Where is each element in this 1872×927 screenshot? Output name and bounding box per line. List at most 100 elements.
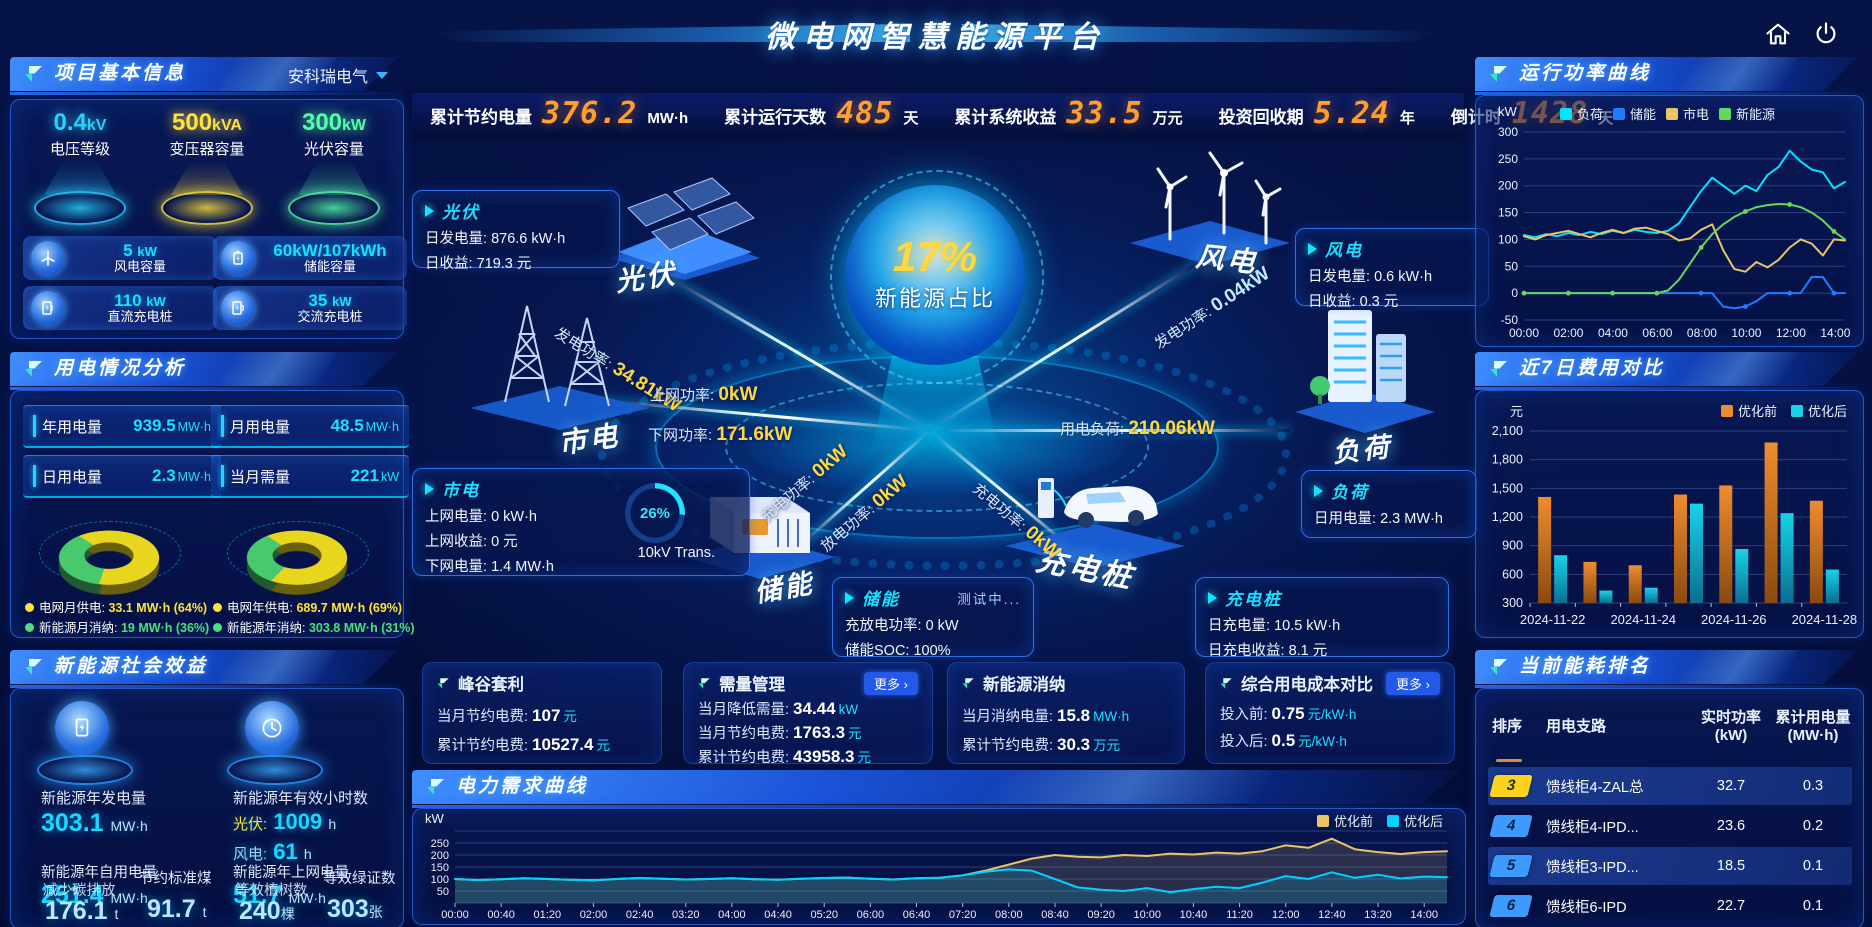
info-row: 日充电量: 10.5 kW·h: [1208, 618, 1341, 634]
legend-dot: [25, 603, 34, 612]
card-cost-comparison: 综合用电成本对比 更多 › 投入前: 0.75 元/kW·h 投入后: 0.5 元/kW·…: [1205, 662, 1455, 764]
pedestal-light-cone: [44, 161, 116, 196]
cost-chart-legend: 优化前 优化后: [1720, 401, 1847, 420]
svg-text:06:00: 06:00: [857, 909, 885, 921]
branch-name: 馈线柜6-IPD: [1546, 899, 1627, 916]
benefit-co2-label: 减少碳排放: [43, 883, 116, 899]
table-row[interactable]: 5 馈线柜3-IPD... 18.5 0.1: [1488, 847, 1852, 885]
home-button[interactable]: [1760, 16, 1796, 52]
card-corner-icon: [1220, 677, 1232, 689]
card-row: 当月节约电费: 1763.3 元: [698, 723, 862, 742]
info-row: 日充电收益: 8.1 元: [1208, 643, 1328, 659]
hours-clock-icon: [245, 701, 299, 755]
card-title-row: 峰谷套利: [437, 671, 647, 695]
panel-header-power-curve: 运行功率曲线: [1475, 57, 1866, 95]
gauge-ring: [625, 483, 685, 543]
legend-swatch: [1666, 108, 1679, 120]
table-row[interactable]: 4 馈线柜4-IPD... 23.6 0.2: [1488, 807, 1852, 845]
pedestal-label: 变压器容量: [169, 141, 245, 159]
total-energy: 0.1: [1802, 858, 1824, 874]
stat-value: 221: [350, 466, 379, 485]
pedestal-light-cone: [298, 161, 370, 196]
svg-text:2024-11-24: 2024-11-24: [1610, 612, 1676, 627]
legend-swatch: [1719, 108, 1732, 120]
panel-title: 近7日费用对比: [1519, 358, 1665, 379]
legend-dot: [213, 623, 222, 632]
kpi-value: 376.2: [542, 96, 638, 131]
card-label: 直流充电桩: [107, 309, 173, 325]
arrow-icon: [425, 482, 434, 495]
legend-item-storage[interactable]: 储能: [1613, 104, 1656, 123]
svg-text:13:20: 13:20: [1364, 909, 1392, 921]
company-dropdown[interactable]: 安科瑞电气: [288, 63, 388, 87]
realtime-power: 23.6: [1716, 818, 1746, 834]
panel-header-underline: [1475, 92, 1866, 95]
kpi-payback-period: 投资回收期 5.24 年: [1201, 99, 1433, 129]
realtime-power: 18.5: [1716, 858, 1746, 874]
ac-charger-icon: [221, 291, 255, 325]
legend-item-after[interactable]: 优化后: [1790, 401, 1847, 420]
panel-header-energy-ranking: 当前能耗排名: [1475, 650, 1866, 688]
benefit-togrid-label: 新能源年上网电量: [233, 865, 349, 881]
pedestal-light-cone: [171, 161, 243, 196]
card-demand-management: 需量管理 更多 › 当月降低需量: 34.44 kW 当月节约电费: 1763.3 元 累…: [683, 662, 933, 766]
info-box-title-row: 市电: [425, 476, 737, 501]
dc-charger-icon: [31, 291, 65, 325]
svg-text:2024-11-28: 2024-11-28: [1792, 612, 1857, 627]
card-label: 储能容量: [303, 259, 356, 275]
svg-text:150: 150: [431, 862, 449, 874]
panel-header-bar: [412, 770, 1460, 804]
table-row[interactable]: 6 馈线柜6-IPD 22.7 0.1: [1488, 887, 1852, 925]
load-building-illustration: [1295, 310, 1435, 433]
power-curve-chart: -50 0 50 100 150 200 250 300 00:00 02:00 04:00 06:0…: [1480, 124, 1857, 340]
card-row: 累计节约电费: 30.3 万元: [962, 735, 1121, 754]
benefit-coal-label: 节约标准煤: [139, 871, 212, 887]
power-icon: [1816, 22, 1836, 44]
power-chart-legend: 负荷 储能 市电 新能源: [1560, 104, 1775, 123]
legend-item-before[interactable]: 优化前: [1316, 811, 1373, 830]
stat-value: 939.5: [133, 416, 176, 435]
stat-value: 2.3: [152, 466, 176, 485]
legend-item-before[interactable]: 优化前: [1720, 401, 1777, 420]
column-header-power: 实时功率 (kW): [1700, 709, 1761, 744]
svg-text:00:00: 00:00: [441, 909, 469, 921]
card-row: 当月消纳电量: 15.8 MW·h: [962, 706, 1130, 725]
panel-title: 电力需求曲线: [456, 776, 589, 797]
kpi-label: 累计运行天数: [724, 108, 827, 127]
info-row: 储能SOC: 100%: [845, 643, 951, 659]
svg-text:14:00: 14:00: [1410, 909, 1438, 921]
panel-header-social-benefit: 新能源社会效益: [10, 650, 406, 688]
stat-value: 48.5: [330, 416, 364, 435]
more-button[interactable]: 更多 ›: [864, 671, 918, 695]
panel-header-demand-curve: 电力需求曲线: [412, 770, 1468, 808]
info-box-wind: 风电 日发电量: 0.6 kW·h 日收益: 0.3 元: [1295, 228, 1489, 310]
table-row[interactable]: 3 馈线柜4-ZAL总 32.7 0.3: [1488, 767, 1852, 805]
kpi-value: 5.24: [1313, 96, 1390, 131]
more-button[interactable]: 更多 ›: [1386, 671, 1440, 695]
legend-item-after[interactable]: 优化后: [1386, 811, 1443, 830]
card-row: 累计节约电费: 43958.3 元: [698, 747, 871, 766]
info-box-title-row: 充电桩: [1208, 585, 1436, 610]
capacity-card-wind: 5 kW 风电容量: [23, 236, 217, 280]
panel-body-project-info: 0.4kV 电压等级 500kVA 变压器容量 300kW 光伏容量 5 kW …: [10, 99, 407, 339]
storage-status: 测试中...: [957, 591, 1021, 607]
panel-body-cost-compare: 元 优化前 优化后 300 600 900 1,200 1,500 1,800 2,100 2…: [1475, 390, 1864, 638]
svg-text:08:40: 08:40: [1041, 909, 1069, 921]
ev-charger-illustration: [1005, 478, 1185, 568]
panel-header-usage-analysis: 用电情况分析: [10, 352, 406, 390]
panel-title: 用电情况分析: [54, 358, 187, 379]
branch-name: 馈线柜4-ZAL总: [1546, 779, 1644, 796]
svg-text:900: 900: [1502, 539, 1523, 553]
panel-header-bar: [1475, 57, 1859, 91]
legend-item-load[interactable]: 负荷: [1560, 104, 1603, 123]
panel-corner-icon: [25, 66, 42, 82]
svg-text:0: 0: [1511, 286, 1518, 300]
device-name-grid: 市电: [556, 419, 623, 460]
panel-body-usage-analysis: 年用电量 939.5 MW·h 月用电量 48.5 MW·h 日用电量 2.3 MW·…: [10, 390, 415, 638]
legend-item-renewable[interactable]: 新能源: [1719, 104, 1775, 123]
legend-item-grid[interactable]: 市电: [1666, 104, 1709, 123]
power-button[interactable]: [1808, 16, 1844, 52]
kpi-unit: 天: [903, 110, 919, 127]
kpi-value: 33.5: [1066, 96, 1143, 131]
